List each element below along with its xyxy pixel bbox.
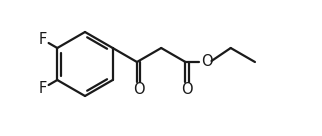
Text: F: F [38,32,47,47]
Text: F: F [38,81,47,96]
Text: O: O [133,81,145,97]
Text: O: O [201,55,212,69]
Text: O: O [181,81,193,97]
